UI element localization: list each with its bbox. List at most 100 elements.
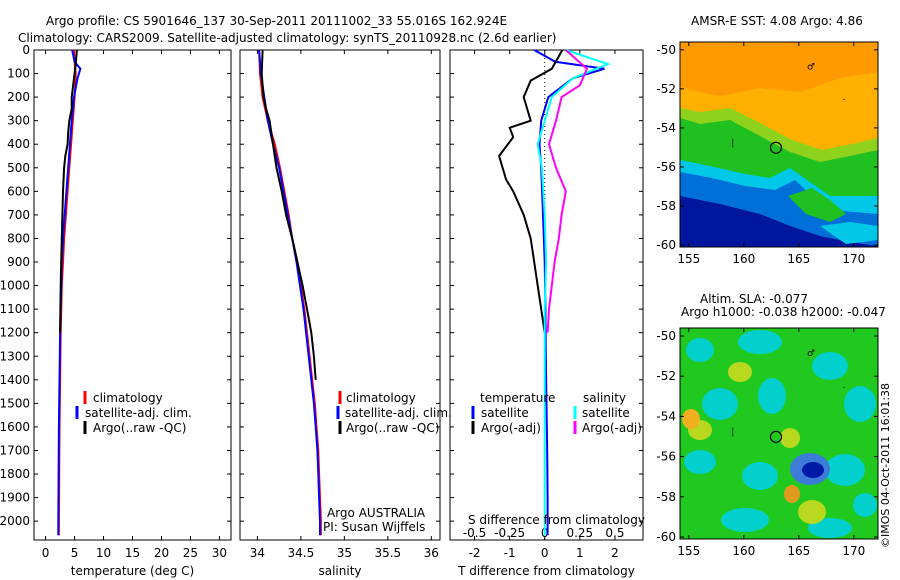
legend-label-satellite-adj: satellite-adj. clim. bbox=[345, 406, 452, 420]
sst-warm-region bbox=[680, 42, 878, 96]
island-marker: | bbox=[731, 139, 734, 149]
y-tick-label: 200 bbox=[7, 90, 30, 104]
map-y-tick-label: -54 bbox=[656, 409, 676, 423]
x-tick-label: 0 bbox=[541, 546, 549, 560]
x-axis-label: salinity bbox=[318, 564, 361, 578]
map-y-tick-label: -56 bbox=[656, 160, 676, 174]
s-difference-title: S difference from climatology bbox=[468, 513, 645, 527]
sla-map-subtitle: Argo h1000: -0.038 h2000: -0.047 bbox=[681, 305, 886, 319]
x-tick-label: 10 bbox=[96, 546, 111, 560]
y-tick-label: 1700 bbox=[0, 443, 30, 457]
x-tick-label: 30 bbox=[212, 546, 227, 560]
x-tick-label: -2 bbox=[469, 546, 481, 560]
sla-low-eddy-core bbox=[802, 462, 824, 478]
sla-map-axes: 155 160 165 170 -50 -52 -54 -56 -58 -60 ♂ · | bbox=[656, 328, 878, 558]
y-tick-label: 100 bbox=[7, 67, 30, 81]
temperature-panel: 0100200300400500600700800900100011001200… bbox=[0, 43, 231, 578]
difference-legend: temperature satellite Argo(-adj) salinit… bbox=[471, 391, 642, 435]
x-tick-label: 2 bbox=[611, 546, 619, 560]
y-tick-label: 2000 bbox=[0, 514, 30, 528]
series-line-salinity-argo-adj bbox=[546, 49, 589, 333]
sla-eddy bbox=[721, 508, 769, 532]
sla-eddy bbox=[684, 450, 716, 474]
argo-program-label: Argo AUSTRALIA bbox=[327, 506, 426, 520]
sla-eddy bbox=[686, 338, 714, 362]
sla-eddy bbox=[738, 330, 782, 354]
s-diff-tick-label: 0.25 bbox=[566, 526, 593, 540]
sst-green-patch bbox=[788, 188, 846, 222]
legend-label-sal-satellite: satellite bbox=[582, 406, 630, 420]
sla-eddy bbox=[844, 386, 876, 422]
s-diff-tick-label: -0.5 bbox=[463, 526, 486, 540]
y-tick-label: 600 bbox=[7, 184, 30, 198]
sla-eddy bbox=[853, 493, 877, 517]
series-line-argo-raw-qc bbox=[260, 49, 317, 380]
sla-eddy bbox=[758, 378, 786, 414]
legend-label-temp-satellite: satellite bbox=[481, 406, 529, 420]
legend-label-temp-argo: Argo(-adj) bbox=[481, 421, 541, 435]
credit-label: ©IMOS 04-Oct-2011 16:01:38 bbox=[879, 383, 892, 548]
temperature-legend: climatology satellite-adj. clim. Argo(..… bbox=[75, 391, 192, 435]
island-marker: · bbox=[842, 96, 845, 106]
map-y-tick-label: -52 bbox=[656, 82, 676, 96]
island-marker: ♂ bbox=[807, 62, 815, 72]
legend-title-temperature: temperature bbox=[480, 391, 555, 405]
y-tick-label: 300 bbox=[7, 114, 30, 128]
sla-cyan-eddies bbox=[684, 330, 877, 538]
y-tick-label: 1500 bbox=[0, 396, 30, 410]
map-y-tick-label: -54 bbox=[656, 121, 676, 135]
x-tick-label: 34.5 bbox=[288, 546, 315, 560]
sla-map bbox=[680, 328, 878, 539]
pi-label: PI: Susan Wijffels bbox=[323, 520, 425, 534]
x-tick-label: 5 bbox=[71, 546, 79, 560]
map-x-tick-label: 170 bbox=[842, 252, 865, 266]
x-axis-label: T difference from climatology bbox=[457, 564, 635, 578]
map-x-tick-label: 160 bbox=[732, 544, 755, 558]
y-tick-label: 1300 bbox=[0, 349, 30, 363]
sla-patch bbox=[728, 362, 752, 382]
series-line-temperature-argo-adj bbox=[497, 49, 564, 333]
x-tick-label: 1 bbox=[576, 546, 584, 560]
series-line-temperature-satellite bbox=[533, 49, 605, 536]
map-x-tick-label: 155 bbox=[677, 544, 700, 558]
figure-title-line2: Climatology: CARS2009. Satellite-adjuste… bbox=[18, 31, 556, 45]
y-tick-label: 1600 bbox=[0, 420, 30, 434]
map-y-tick-label: -50 bbox=[656, 329, 676, 343]
legend-label-climatology: climatology bbox=[346, 391, 416, 405]
map-y-tick-label: -50 bbox=[656, 43, 676, 57]
legend-label-argo: Argo(..raw -QC) bbox=[346, 421, 439, 435]
island-marker: ♂ bbox=[807, 349, 815, 359]
argo-position-marker bbox=[769, 430, 783, 443]
legend-label-satellite-adj: satellite-adj. clim. bbox=[85, 406, 192, 420]
y-tick-label: 700 bbox=[7, 208, 30, 222]
map-x-tick-label: 170 bbox=[842, 544, 865, 558]
x-axis-label: temperature (deg C) bbox=[71, 564, 194, 578]
sla-patch bbox=[798, 500, 826, 524]
map-y-tick-label: -60 bbox=[656, 530, 676, 544]
series-line-satellite-adj-clim bbox=[258, 49, 321, 536]
island-marker: · bbox=[842, 383, 845, 393]
y-tick-label: 900 bbox=[7, 255, 30, 269]
series-line-salinity-satellite bbox=[536, 49, 611, 536]
sla-eddy bbox=[825, 454, 865, 486]
sla-map-frame bbox=[679, 327, 879, 540]
legend-label-climatology: climatology bbox=[93, 391, 163, 405]
x-tick-label: 25 bbox=[183, 546, 198, 560]
sla-eddy bbox=[808, 518, 852, 538]
sst-map bbox=[680, 42, 878, 247]
y-tick-label: 1400 bbox=[0, 373, 30, 387]
y-tick-label: 500 bbox=[7, 161, 30, 175]
sla-map-title: Altim. SLA: -0.077 bbox=[700, 292, 808, 306]
salinity-legend: climatology satellite-adj. clim. Argo(..… bbox=[336, 391, 452, 435]
map-y-tick-label: -58 bbox=[656, 490, 676, 504]
sst-map-axes: 155 160 165 170 -50 -52 -54 -56 -58 -60 ♂ · | bbox=[656, 42, 878, 266]
figure-title-line1: Argo profile: CS 5901646_137 30-Sep-2011… bbox=[46, 14, 507, 28]
sla-patch bbox=[780, 428, 800, 448]
difference-panel: -2 -1 0 1 2 T difference from climatology -0.5… bbox=[450, 49, 643, 578]
sst-map-title: AMSR-E SST: 4.08 Argo: 4.86 bbox=[691, 14, 863, 28]
sla-eddy bbox=[742, 462, 778, 490]
y-tick-label: 400 bbox=[7, 137, 30, 151]
sst-south-cyan-patch bbox=[820, 222, 878, 244]
legend-title-salinity: salinity bbox=[583, 391, 626, 405]
